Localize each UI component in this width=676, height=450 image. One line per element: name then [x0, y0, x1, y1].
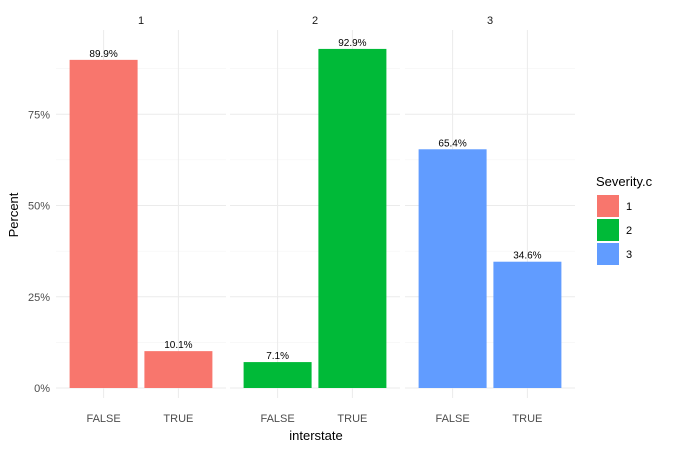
data-label: 10.1% [164, 340, 192, 351]
x-tick-label: FALSE [435, 413, 469, 425]
facet-label: 2 [312, 15, 318, 27]
legend-label-1: 1 [626, 201, 632, 213]
y-tick-label: 25% [28, 292, 50, 304]
y-tick-label: 50% [28, 201, 50, 213]
legend: Severity.c 1 2 3 [596, 174, 653, 265]
x-tick-label: FALSE [86, 413, 120, 425]
legend-swatch-1 [597, 195, 619, 217]
legend-swatch-2 [597, 219, 619, 241]
data-label: 34.6% [513, 251, 541, 262]
bar-1-true [144, 351, 213, 388]
data-label: 65.4% [438, 138, 466, 149]
x-tick-label: TRUE [512, 413, 542, 425]
x-tick-label: TRUE [337, 413, 367, 425]
data-label: 7.1% [266, 351, 289, 362]
facet-panel-3: 3 65.4% FALSE 34.6% TRUE [405, 15, 575, 425]
y-axis-title: Percent [6, 192, 21, 237]
data-label: 92.9% [338, 38, 366, 49]
facet-panel-2: 2 7.1% FALSE 92.9% TRUE [230, 15, 400, 425]
facet-panel-1: 1 89.9% FALSE 10.1% TRUE [56, 15, 226, 425]
legend-title: Severity.c [596, 174, 653, 189]
bar-2-true [318, 48, 387, 388]
facet-label: 3 [487, 15, 493, 27]
y-tick-label: 75% [28, 109, 50, 121]
facet-label: 1 [138, 15, 144, 27]
x-axis-title: interstate [289, 428, 342, 443]
y-axis: 0% 25% 50% 75% [28, 109, 50, 395]
legend-label-2: 2 [626, 225, 632, 237]
x-tick-label: TRUE [163, 413, 193, 425]
data-label: 89.9% [89, 49, 117, 60]
legend-label-3: 3 [626, 249, 632, 261]
bar-1-false [69, 59, 138, 389]
bar-3-false [418, 149, 487, 388]
facet-panels: 189.9%FALSE10.1%TRUE27.1%FALSE92.9%TRUE3… [56, 15, 575, 425]
bar-3-true [493, 261, 562, 388]
bar-2-false [243, 362, 312, 388]
x-tick-label: FALSE [260, 413, 294, 425]
y-tick-label: 0% [34, 383, 50, 395]
legend-swatch-3 [597, 243, 619, 265]
